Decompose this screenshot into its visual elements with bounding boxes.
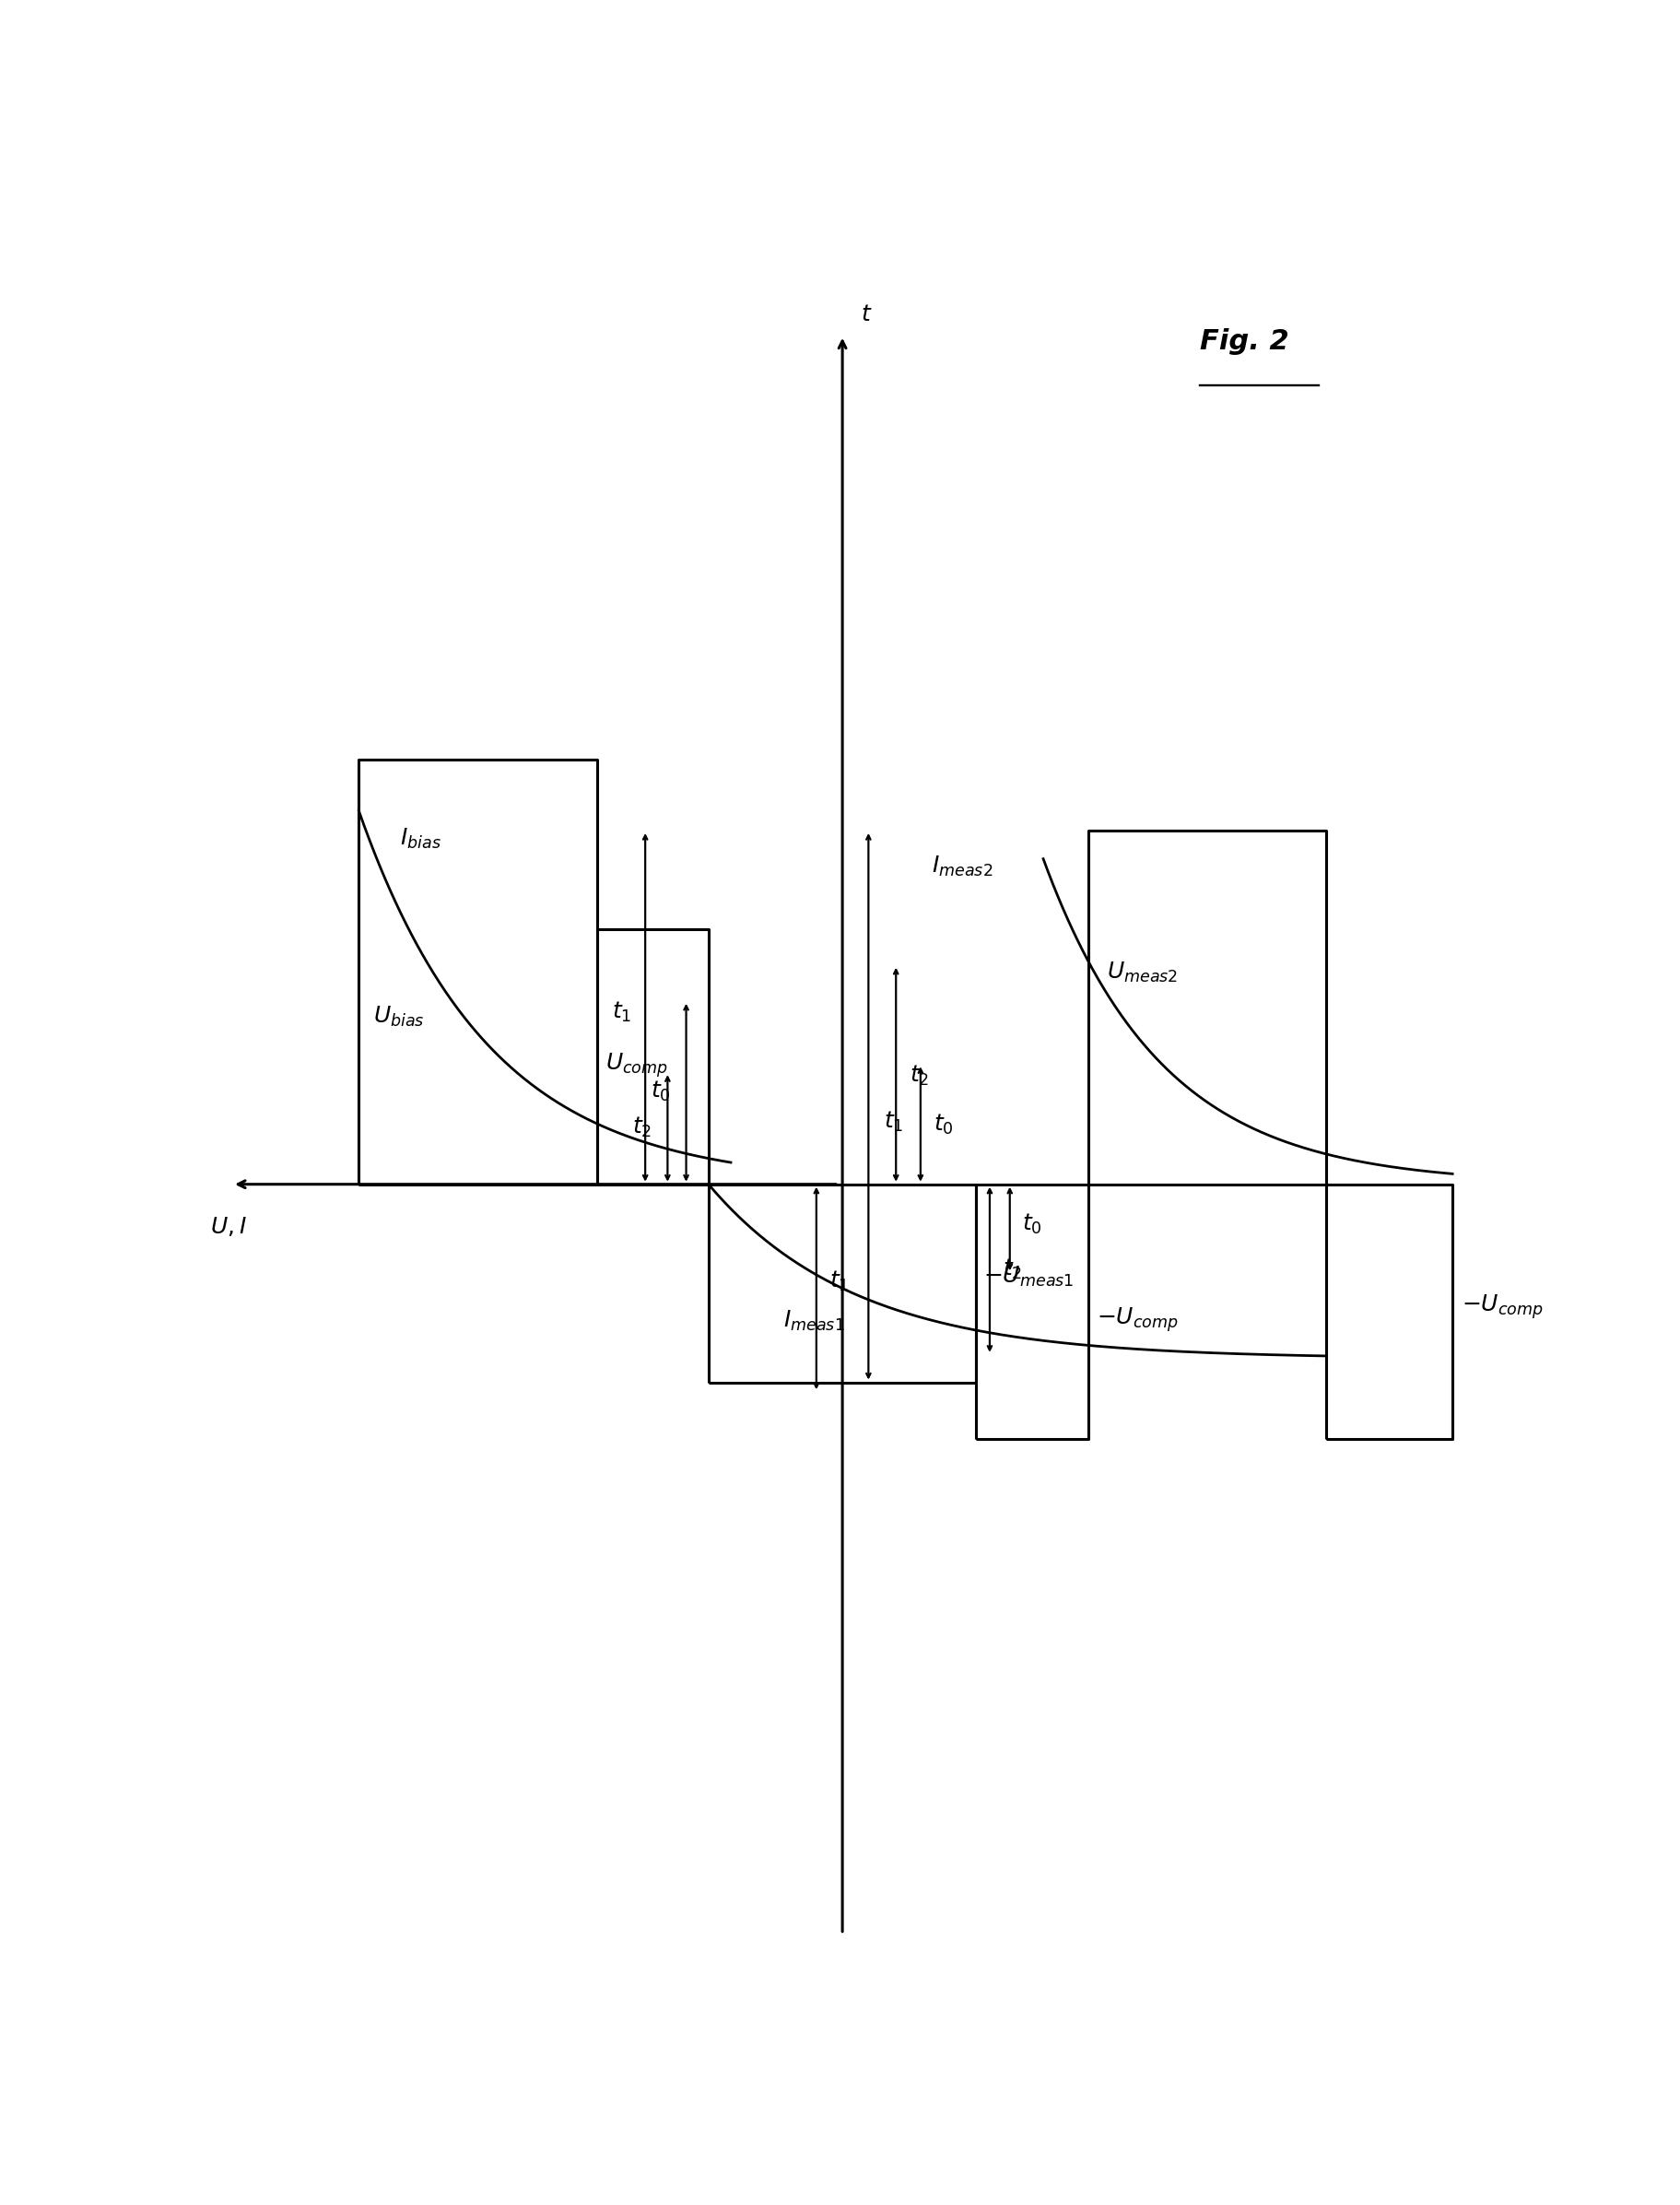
Text: $-U_{meas1}$: $-U_{meas1}$ [984, 1266, 1075, 1290]
Text: $U_{meas2}$: $U_{meas2}$ [1107, 961, 1178, 986]
Text: $t_0$: $t_0$ [1023, 1213, 1043, 1235]
Text: $U, I$: $U, I$ [210, 1215, 247, 1239]
Text: $-U_{comp}$: $-U_{comp}$ [1097, 1305, 1179, 1334]
Text: $t_1$: $t_1$ [884, 1109, 902, 1133]
Text: Fig. 2: Fig. 2 [1200, 329, 1289, 355]
Text: $t_2$: $t_2$ [1003, 1257, 1021, 1281]
Text: $U_{bias}$: $U_{bias}$ [373, 1005, 425, 1030]
Text: $t_2$: $t_2$ [909, 1063, 929, 1087]
Text: $t_1$: $t_1$ [612, 999, 632, 1023]
Text: $I_{bias}$: $I_{bias}$ [400, 827, 442, 851]
Text: $t_0$: $t_0$ [650, 1078, 670, 1102]
Text: $t_0$: $t_0$ [932, 1114, 953, 1138]
Text: $t$: $t$ [862, 304, 872, 326]
Text: $t_1$: $t_1$ [828, 1268, 848, 1292]
Text: $t_2$: $t_2$ [632, 1116, 652, 1140]
Text: $I_{meas2}$: $I_{meas2}$ [932, 856, 993, 880]
Text: $U_{comp}$: $U_{comp}$ [606, 1052, 669, 1078]
Text: $I_{meas1}$: $I_{meas1}$ [783, 1308, 843, 1332]
Text: $-U_{comp}$: $-U_{comp}$ [1462, 1292, 1544, 1321]
